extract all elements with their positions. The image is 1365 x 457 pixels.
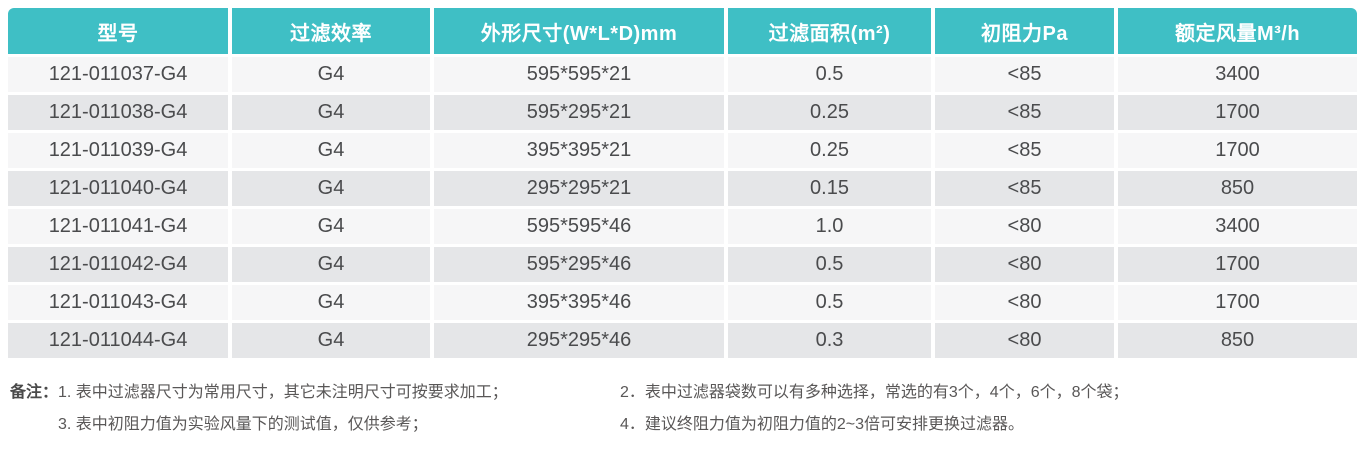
table-row: 121-011037-G4 G4 595*595*21 0.5 <85 3400	[8, 57, 1357, 95]
header-efficiency: 过滤效率	[232, 8, 434, 57]
table-cell: <85	[935, 57, 1118, 95]
table-cell: 395*395*21	[434, 133, 728, 171]
table-row: 121-011039-G4 G4 395*395*21 0.25 <85 1700	[8, 133, 1357, 171]
table-cell: G4	[232, 323, 434, 361]
table-body: 121-011037-G4 G4 595*595*21 0.5 <85 3400 121-0…	[8, 57, 1357, 361]
table-cell: 1700	[1118, 285, 1357, 323]
table-cell: 0.5	[728, 285, 935, 323]
table-cell: <80	[935, 209, 1118, 247]
remark-line-2: 2．表中过滤器袋数可以有多种选择，常选的有3个，4个，6个，8个袋；	[620, 377, 1357, 409]
table-cell: 595*595*46	[434, 209, 728, 247]
filter-spec-table: 型号 过滤效率 外形尺寸(W*L*D)mm 过滤面积(m²) 初阻力Pa 额定风…	[8, 8, 1357, 361]
table-cell: 121-011037-G4	[8, 57, 232, 95]
table-cell: 0.15	[728, 171, 935, 209]
remark-2: 2．表中过滤器袋数可以有多种选择，常选的有3个，4个，6个，8个袋；	[620, 384, 1129, 401]
remark-4: 4．建议终阻力值为初阻力值的2~3倍可安排更换过滤器。	[620, 416, 1025, 433]
table-cell: 121-011044-G4	[8, 323, 232, 361]
table-cell: G4	[232, 133, 434, 171]
table-row: 121-011038-G4 G4 595*295*21 0.25 <85 1700	[8, 95, 1357, 133]
table-cell: 3400	[1118, 209, 1357, 247]
header-row: 型号 过滤效率 外形尺寸(W*L*D)mm 过滤面积(m²) 初阻力Pa 额定风…	[8, 8, 1357, 57]
remarks-section: 备注：1. 表中过滤器尺寸为常用尺寸，其它未注明尺寸可按要求加工； 3. 表中初…	[8, 377, 1357, 441]
table-cell: <80	[935, 247, 1118, 285]
table-cell: 0.5	[728, 247, 935, 285]
table-cell: 1700	[1118, 95, 1357, 133]
table-cell: 295*295*46	[434, 323, 728, 361]
remark-3: 3. 表中初阻力值为实验风量下的测试值，仅供参考；	[58, 416, 428, 433]
header-rated-airflow: 额定风量M³/h	[1118, 8, 1357, 57]
table-cell: <80	[935, 323, 1118, 361]
table-cell: G4	[232, 95, 434, 133]
table-cell: 595*295*21	[434, 95, 728, 133]
table-cell: G4	[232, 285, 434, 323]
table-cell: 850	[1118, 171, 1357, 209]
remarks-label: 备注：	[10, 384, 59, 401]
table-row: 121-011043-G4 G4 395*395*46 0.5 <80 1700	[8, 285, 1357, 323]
table-header: 型号 过滤效率 外形尺寸(W*L*D)mm 过滤面积(m²) 初阻力Pa 额定风…	[8, 8, 1357, 57]
table-cell: <85	[935, 133, 1118, 171]
table-cell: 0.25	[728, 133, 935, 171]
table-row: 121-011042-G4 G4 595*295*46 0.5 <80 1700	[8, 247, 1357, 285]
table-cell: 295*295*21	[434, 171, 728, 209]
table-cell: 121-011043-G4	[8, 285, 232, 323]
table-cell: 395*395*46	[434, 285, 728, 323]
table-cell: G4	[232, 171, 434, 209]
table-cell: 595*295*46	[434, 247, 728, 285]
table-row: 121-011041-G4 G4 595*595*46 1.0 <80 3400	[8, 209, 1357, 247]
table-cell: G4	[232, 209, 434, 247]
remarks-left-column: 备注：1. 表中过滤器尺寸为常用尺寸，其它未注明尺寸可按要求加工； 3. 表中初…	[10, 377, 620, 441]
table-cell: G4	[232, 57, 434, 95]
table-cell: 1.0	[728, 209, 935, 247]
table-cell: 1700	[1118, 133, 1357, 171]
table-cell: 0.5	[728, 57, 935, 95]
header-filter-area: 过滤面积(m²)	[728, 8, 935, 57]
table-cell: 121-011041-G4	[8, 209, 232, 247]
table-cell: 850	[1118, 323, 1357, 361]
table-cell: 0.3	[728, 323, 935, 361]
remark-line-4: 4．建议终阻力值为初阻力值的2~3倍可安排更换过滤器。	[620, 409, 1357, 441]
header-initial-resistance: 初阻力Pa	[935, 8, 1118, 57]
table-cell: 121-011040-G4	[8, 171, 232, 209]
header-dimensions: 外形尺寸(W*L*D)mm	[434, 8, 728, 57]
table-cell: 595*595*21	[434, 57, 728, 95]
table-cell: 121-011038-G4	[8, 95, 232, 133]
remarks-right-column: 2．表中过滤器袋数可以有多种选择，常选的有3个，4个，6个，8个袋； 4．建议终…	[620, 377, 1357, 441]
table-row: 121-011044-G4 G4 295*295*46 0.3 <80 850	[8, 323, 1357, 361]
remark-1: 1. 表中过滤器尺寸为常用尺寸，其它未注明尺寸可按要求加工；	[58, 384, 508, 401]
table-row: 121-011040-G4 G4 295*295*21 0.15 <85 850	[8, 171, 1357, 209]
table-cell: 0.25	[728, 95, 935, 133]
table-cell: <85	[935, 171, 1118, 209]
remark-line-3: 3. 表中初阻力值为实验风量下的测试值，仅供参考；	[10, 409, 620, 441]
table-cell: 3400	[1118, 57, 1357, 95]
table-cell: <80	[935, 285, 1118, 323]
table-cell: G4	[232, 247, 434, 285]
table-cell: 1700	[1118, 247, 1357, 285]
table-cell: <85	[935, 95, 1118, 133]
remark-line-1: 备注：1. 表中过滤器尺寸为常用尺寸，其它未注明尺寸可按要求加工；	[10, 377, 620, 409]
header-model: 型号	[8, 8, 232, 57]
table-cell: 121-011042-G4	[8, 247, 232, 285]
table-cell: 121-011039-G4	[8, 133, 232, 171]
